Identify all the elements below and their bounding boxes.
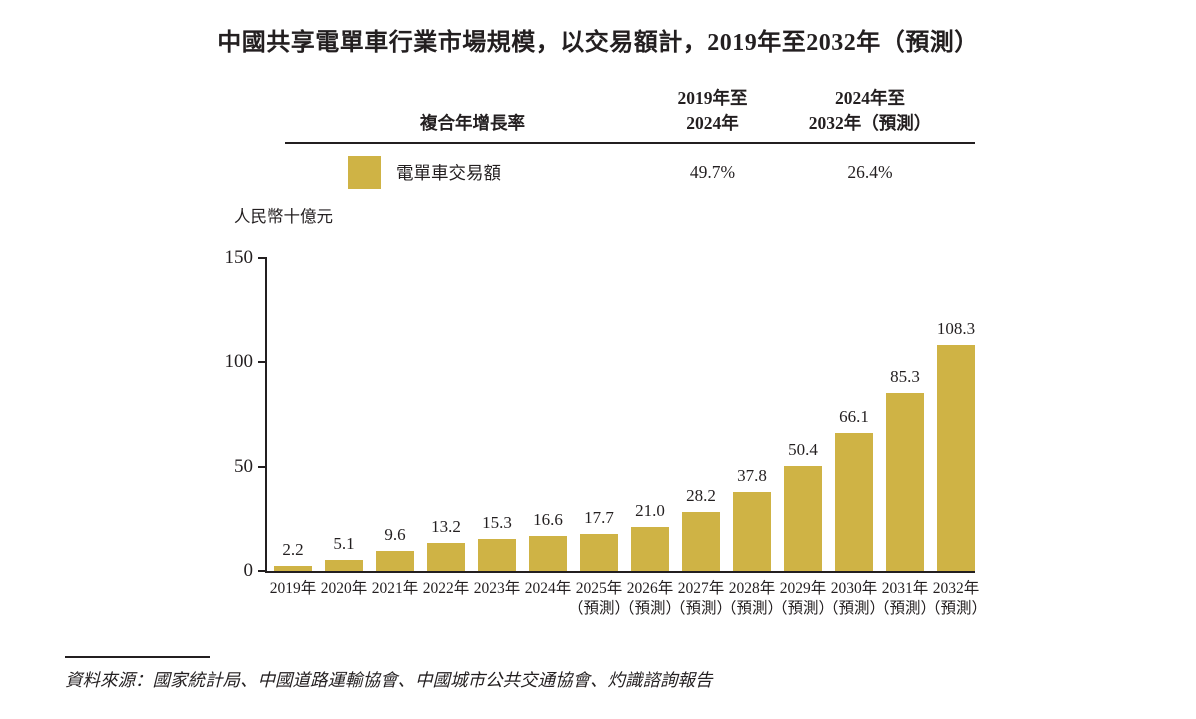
bar-value-label: 37.8 xyxy=(737,466,767,486)
page-title: 中國共享電單車行業市場規模，以交易額計，2019年至2032年（預測） xyxy=(217,30,979,56)
x-axis-label: 2026年 （預測） xyxy=(618,580,681,617)
bar-value-label: 17.7 xyxy=(584,508,614,528)
bar xyxy=(274,566,312,571)
bar xyxy=(784,465,822,571)
x-axis-label: 2032年 （預測） xyxy=(924,580,987,617)
y-tick-label: 150 xyxy=(224,247,254,268)
bar-value-label: 21.0 xyxy=(635,501,665,521)
y-tick xyxy=(258,257,267,259)
legend-cell: 電單車交易額 xyxy=(285,156,625,189)
period-header-2019-2024: 2019年至 2024年 xyxy=(677,88,748,133)
source-rule xyxy=(65,656,210,658)
y-tick xyxy=(258,465,267,468)
bar-value-label: 28.2 xyxy=(686,486,716,506)
table-header-rule xyxy=(285,142,975,144)
y-tick xyxy=(258,361,267,364)
bar-value-label: 9.6 xyxy=(384,524,406,544)
bar xyxy=(580,534,618,571)
bar xyxy=(325,560,363,571)
legend-row: 電單車交易額 49.7% 26.4% xyxy=(285,156,975,189)
y-tick-label: 50 xyxy=(234,455,253,477)
bar-chart: 0 50 100 150 2.2 2019年 5.1 2020年 9.6 2021年 13.2 202… xyxy=(225,247,988,617)
y-tick-label: 0 xyxy=(243,560,254,581)
bar-value-label: 50.4 xyxy=(788,439,818,459)
bar xyxy=(835,433,873,571)
bar-value-label: 2.2 xyxy=(282,540,304,560)
bar-value-label: 66.1 xyxy=(839,407,869,427)
bar xyxy=(682,512,720,571)
table-header-row: 複合年增長率 2019年至 2024年 2024年至 2032年（預測） xyxy=(285,86,975,136)
cagr-table: 複合年增長率 2019年至 2024年 2024年至 2032年（預測） 電單車… xyxy=(285,86,975,189)
period-header-2024-2032: 2024年至 2032年（預測） xyxy=(808,88,932,133)
x-axis-label: 2023年 xyxy=(473,580,521,597)
bar xyxy=(733,492,771,571)
bar xyxy=(427,543,465,571)
legend-swatch-gold-square xyxy=(348,156,381,189)
bar-value-label: 5.1 xyxy=(333,534,355,554)
cagr-header: 複合年增長率 xyxy=(420,113,525,133)
cagr-value-2019-2024: 49.7% xyxy=(689,162,736,182)
x-axis-label: 2031年 （預測） xyxy=(873,580,936,617)
bar-value-label: 13.2 xyxy=(431,517,461,537)
bar xyxy=(529,536,567,571)
bar xyxy=(886,393,924,571)
plot-area: 0 50 100 150 2.2 2019年 5.1 2020年 9.6 2021年 13.2 202… xyxy=(225,247,988,617)
x-axis-label: 2027年 （預測） xyxy=(669,580,732,617)
x-axis-label: 2025年 （預測） xyxy=(567,580,630,617)
x-axis-label: 2030年 （預測） xyxy=(822,580,885,617)
x-axis-label: 2029年 （預測） xyxy=(771,580,834,617)
bar-value-label: 108.3 xyxy=(936,319,976,339)
x-axis-label: 2021年 xyxy=(371,580,419,597)
y-tick xyxy=(258,570,267,572)
bar-value-label: 16.6 xyxy=(533,510,563,530)
x-axis-label: 2019年 xyxy=(269,580,317,597)
x-axis-label: 2022年 xyxy=(422,580,470,597)
y-axis-unit-label: 人民幣十億元 xyxy=(234,207,333,226)
bar xyxy=(478,539,516,571)
source-text: 資料來源：國家統計局、中國道路運輸協會、中國城市公共交通協會、灼識諮詢報告 xyxy=(65,670,713,690)
legend-label: 電單車交易額 xyxy=(396,163,501,183)
bar xyxy=(631,527,669,571)
x-axis-label: 2020年 xyxy=(320,580,368,597)
cagr-value-2024-2032: 26.4% xyxy=(847,162,893,182)
bar-value-label: 15.3 xyxy=(482,513,512,533)
x-axis-label: 2028年 （預測） xyxy=(720,580,783,617)
bar xyxy=(376,550,414,571)
y-tick-label: 100 xyxy=(224,351,254,373)
bar-value-label: 85.3 xyxy=(890,367,920,387)
x-axis-label: 2024年 xyxy=(524,580,572,597)
bar xyxy=(937,345,975,571)
